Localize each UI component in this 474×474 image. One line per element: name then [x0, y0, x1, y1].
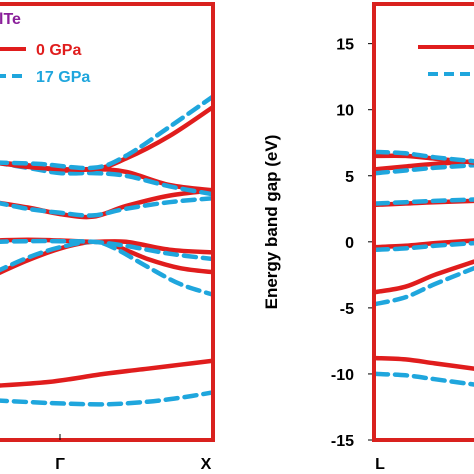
left-panel-title: lTe	[0, 11, 21, 28]
right-band-3-17gpa-line	[376, 240, 474, 252]
y-tick-label: -5	[340, 301, 354, 318]
left-band-3-17gpa-line	[0, 238, 213, 262]
left-band-1-0gpa-line	[0, 358, 213, 388]
left-band-6-17gpa-line	[0, 94, 213, 171]
right-plot-frame	[372, 2, 474, 442]
legend-label-0gpa: 0 GPa	[36, 42, 81, 59]
left-band-4-17gpa-line	[0, 195, 213, 218]
x-tick-l: L	[375, 456, 385, 473]
right-band-4-17gpa-line	[376, 197, 474, 206]
right-band-2-17gpa-line	[376, 265, 474, 307]
right-band-2-0gpa-line	[376, 259, 474, 295]
right-panel: Energy band gap (eV) 15 10 5 0 -5 -10 -15 L	[262, 2, 474, 473]
y-tick-label: 0	[345, 235, 354, 252]
right-band-5-17gpa-line	[376, 162, 474, 176]
x-tick-gamma: Γ	[55, 456, 65, 473]
y-axis-title: Energy band gap (eV)	[262, 135, 281, 310]
legend-label-17gpa: 17 GPa	[36, 69, 90, 86]
left-legend: 0 GPa 17 GPa	[0, 42, 90, 86]
right-band-3-0gpa-line	[376, 238, 474, 250]
right-legend	[418, 45, 474, 76]
y-tick-label: 10	[336, 103, 354, 120]
y-tick-label: -15	[331, 433, 354, 450]
right-band-6-17gpa-line	[376, 149, 474, 164]
left-panel: lTe 0 GPa 17 GPa Γ X	[0, 2, 215, 473]
y-tick-label: 5	[345, 169, 354, 186]
left-plot-frame	[0, 2, 215, 442]
y-tick-label: -10	[331, 367, 354, 384]
y-axis-ticks: 15 10 5 0 -5 -10 -15	[331, 37, 376, 450]
x-tick-x: X	[201, 456, 212, 473]
y-tick-label: 15	[336, 37, 354, 54]
right-band-1-0gpa-line	[376, 355, 474, 371]
left-band-1-17gpa-line	[0, 390, 213, 407]
left-band-lines	[0, 94, 213, 407]
right-band-lines	[376, 149, 474, 387]
right-band-1-17gpa-line	[376, 371, 474, 387]
